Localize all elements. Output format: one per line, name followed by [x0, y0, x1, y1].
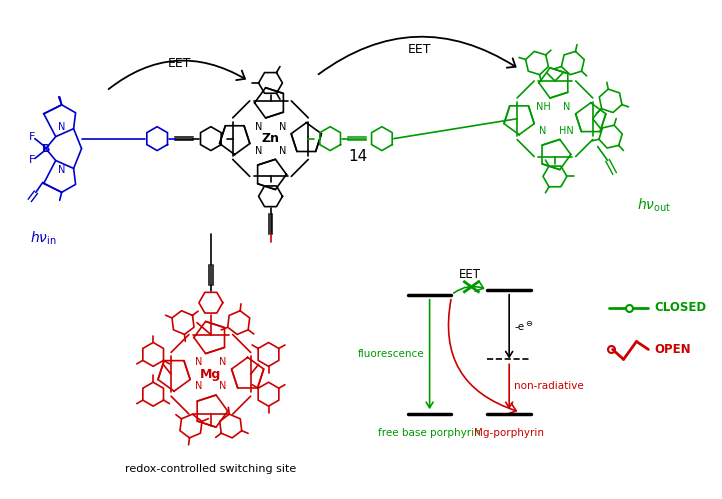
Text: EET: EET [408, 42, 432, 55]
FancyArrowPatch shape [318, 37, 516, 74]
Text: Zn: Zn [261, 132, 279, 145]
Text: Mg: Mg [200, 368, 222, 381]
Text: Mg-porphyrin: Mg-porphyrin [474, 428, 544, 438]
Text: NH: NH [536, 102, 550, 112]
Text: EET: EET [168, 56, 191, 69]
Text: HN: HN [560, 126, 574, 136]
Text: $h\nu_{\rm out}$: $h\nu_{\rm out}$ [638, 197, 671, 214]
Text: free base porphyrin: free base porphyrin [378, 428, 481, 438]
Text: N: N [219, 357, 227, 367]
Text: N: N [219, 381, 227, 391]
Text: N: N [58, 122, 66, 132]
Text: ⊖: ⊖ [525, 319, 532, 328]
Text: non-radiative: non-radiative [514, 381, 584, 391]
Text: N: N [195, 381, 203, 391]
Text: $h\nu_{\rm in}$: $h\nu_{\rm in}$ [30, 230, 56, 247]
Text: 14: 14 [349, 149, 367, 164]
Text: N: N [539, 126, 547, 136]
Text: B: B [42, 144, 50, 154]
Text: N: N [195, 357, 203, 367]
Text: redox-controlled switching site: redox-controlled switching site [125, 464, 297, 474]
Text: N: N [279, 122, 286, 132]
Text: F: F [29, 156, 35, 166]
FancyArrowPatch shape [108, 60, 245, 89]
FancyArrowPatch shape [448, 299, 516, 414]
Text: EET: EET [458, 268, 480, 281]
Text: CLOSED: CLOSED [654, 301, 707, 314]
Text: N: N [58, 166, 66, 176]
Text: N: N [563, 102, 570, 112]
Text: N: N [255, 146, 262, 156]
Text: F: F [29, 132, 35, 142]
Text: -e: -e [514, 321, 524, 331]
Text: OPEN: OPEN [654, 343, 691, 356]
Text: N: N [255, 122, 262, 132]
Text: fluorescence: fluorescence [358, 349, 425, 359]
Text: N: N [279, 146, 286, 156]
FancyArrowPatch shape [453, 281, 484, 293]
